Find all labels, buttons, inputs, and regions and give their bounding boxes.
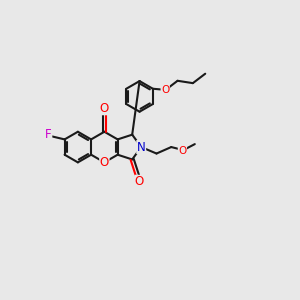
Text: O: O (100, 102, 109, 115)
Text: O: O (161, 85, 169, 95)
Text: N: N (137, 141, 146, 154)
Text: O: O (100, 156, 109, 169)
Text: O: O (178, 146, 187, 156)
Text: O: O (135, 175, 144, 188)
Text: F: F (45, 128, 52, 142)
